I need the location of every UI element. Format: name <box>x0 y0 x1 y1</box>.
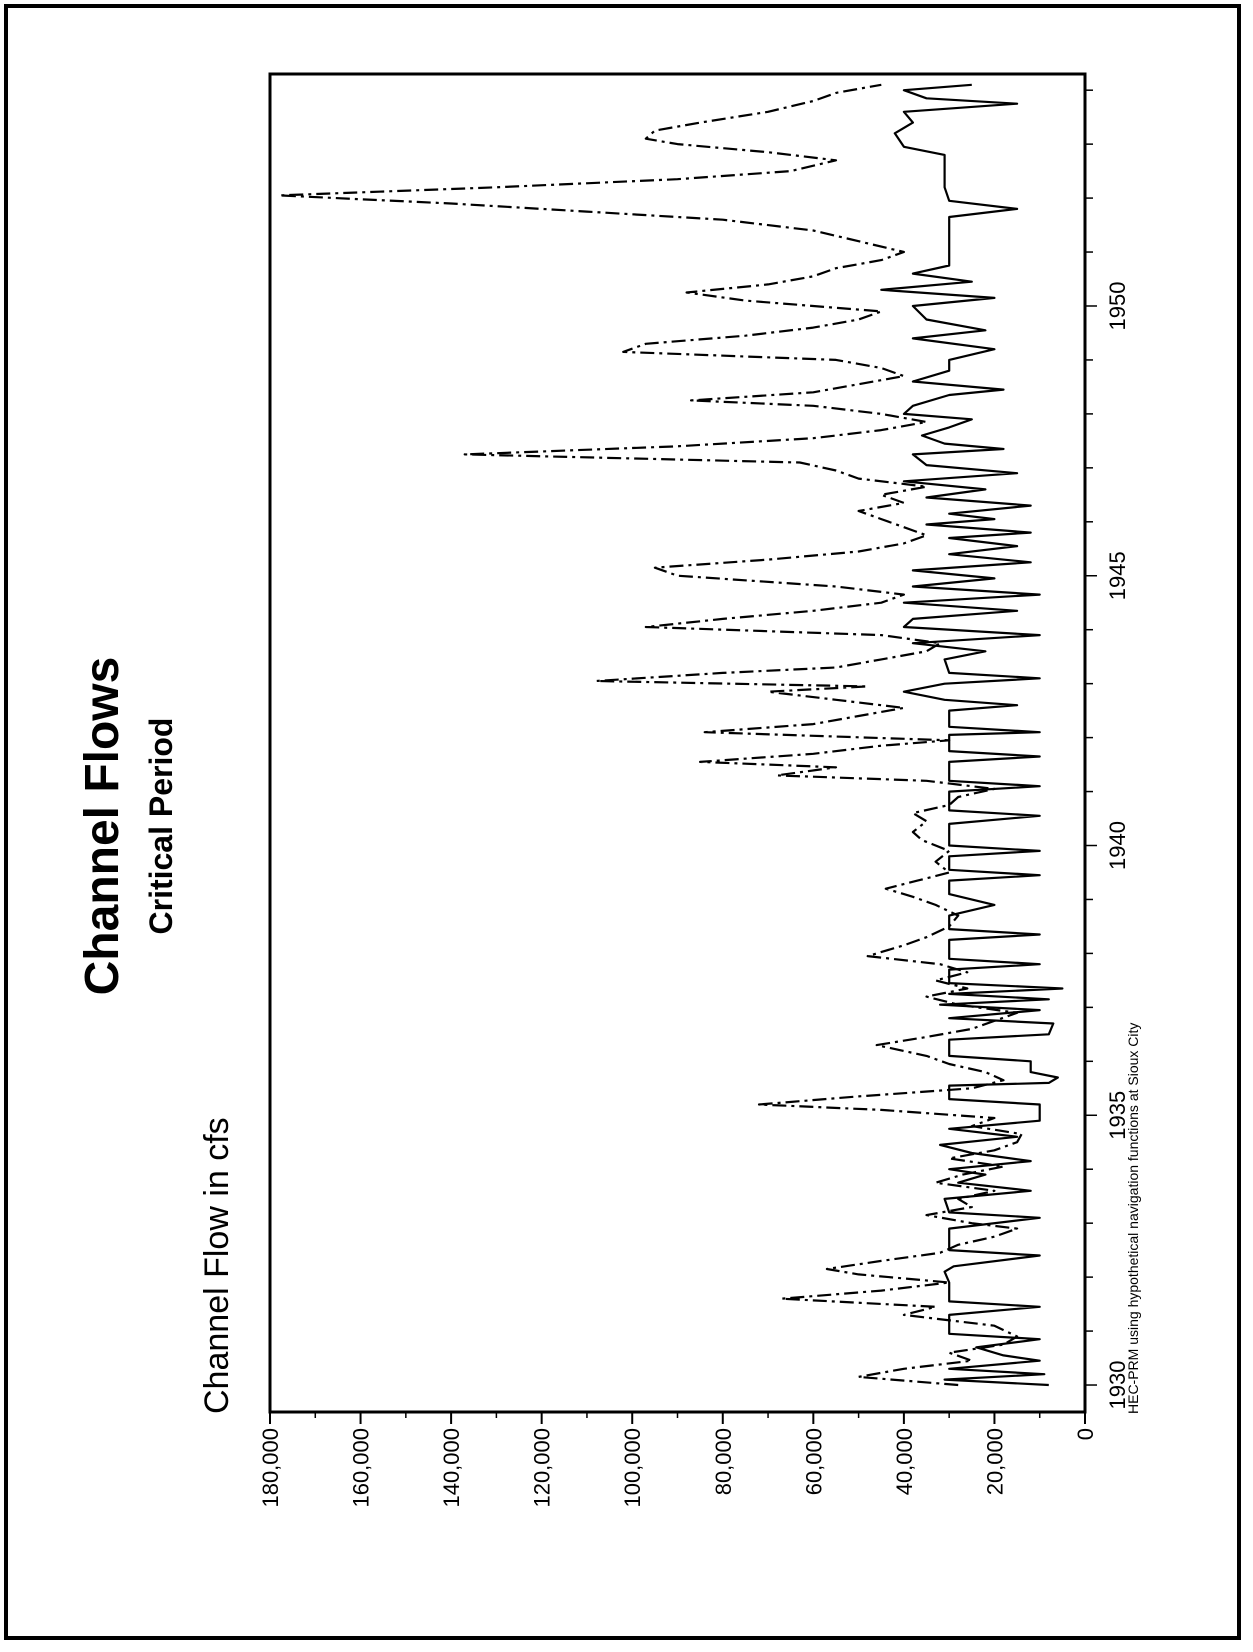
chart-title: Channel Flows <box>76 657 129 996</box>
x-tick-label: 1950 <box>1105 282 1130 331</box>
page-frame <box>4 4 1241 1640</box>
y-tick-label: 100,000 <box>620 1428 645 1508</box>
y-tick-label: 160,000 <box>349 1428 374 1508</box>
series-line-1 <box>880 83 1064 1387</box>
footnote: HEC-PRM using hypothetical navigation fu… <box>1125 1023 1141 1414</box>
chart-subtitle: Critical Period <box>143 718 179 935</box>
y-tick-label: 60,000 <box>801 1428 826 1495</box>
x-tick-label: 1940 <box>1105 821 1130 870</box>
y-tick-label: 80,000 <box>711 1428 736 1495</box>
x-tick-label: 1930 <box>1105 1361 1130 1410</box>
y-tick-label: 140,000 <box>439 1428 464 1508</box>
y-tick-label: 40,000 <box>892 1428 917 1495</box>
plot-area <box>268 72 1087 1414</box>
series-line-2 <box>278 83 1023 1387</box>
x-tick-label: 1945 <box>1105 551 1130 600</box>
y-tick-label: 180,000 <box>258 1428 283 1508</box>
y-tick-label: 20,000 <box>982 1428 1007 1495</box>
x-tick-label: 1935 <box>1105 1091 1130 1140</box>
y-axis-label: Channel Flow in cfs <box>198 1117 236 1414</box>
y-tick-label: 120,000 <box>530 1428 555 1508</box>
y-tick-label: 0 <box>1073 1428 1098 1440</box>
